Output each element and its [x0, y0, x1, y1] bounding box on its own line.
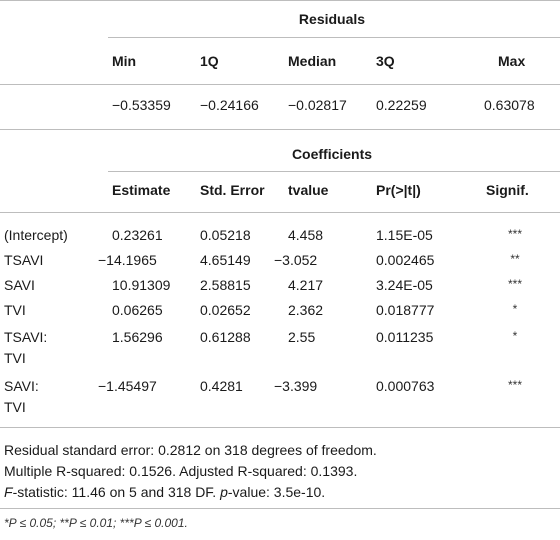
coef-row-p: 0.018777 [376, 302, 435, 318]
residual-value-1q: −0.24166 [200, 97, 259, 113]
footer-r-squared: Multiple R-squared: 0.1526. Adjusted R-s… [4, 463, 358, 479]
coef-row-tvalue: 4.217 [288, 277, 324, 293]
coef-row-estimate: 10.91309 [112, 277, 171, 293]
coef-row-term: TSAVI: [4, 329, 48, 345]
coef-row-signif: *** [507, 227, 522, 241]
residual-value-median: −0.02817 [288, 97, 347, 113]
coef-row-term-cont: TVI [4, 350, 26, 366]
f-statistic-text: -statistic: 11.46 on 5 and 318 DF. [12, 484, 221, 500]
coef-row-term: SAVI: [4, 378, 39, 394]
f-symbol: F [4, 484, 13, 500]
coef-row-std-error: 0.61288 [200, 329, 251, 345]
coef-row-signif: *** [507, 378, 522, 392]
p-value-text: -value: 3.5e-10. [227, 484, 326, 500]
residuals-header-1q: 1Q [200, 53, 219, 69]
residual-value-max: 0.63078 [484, 97, 535, 113]
coef-row-term-cont: TVI [4, 399, 26, 415]
coef-row-p: 1.15E-05 [376, 227, 433, 243]
coef-row-std-error: 0.05218 [200, 227, 251, 243]
coef-row-term: TSAVI [4, 252, 44, 268]
coef-row-estimate: −14.1965 [98, 252, 157, 268]
coef-row-signif: * [512, 329, 518, 343]
coef-row-term: (Intercept) [4, 227, 68, 243]
coef-row-term: SAVI [4, 277, 35, 293]
p-symbol: p [220, 484, 228, 500]
coef-header-pr: Pr(>|t|) [376, 182, 421, 198]
residuals-title-divider [108, 37, 560, 38]
significance-note-text: *P ≤ 0.05; **P ≤ 0.01; ***P ≤ 0.001. [4, 516, 188, 530]
coef-row-estimate: 0.06265 [112, 302, 163, 318]
coef-row-estimate: 0.23261 [112, 227, 163, 243]
residuals-title: Residuals [298, 11, 366, 27]
coef-row-signif: *** [507, 277, 522, 291]
residuals-header-divider [0, 84, 560, 85]
coef-row-std-error: 2.58815 [200, 277, 251, 293]
coef-header-std-error: Std. Error [200, 182, 265, 198]
coef-row-estimate: 1.56296 [112, 329, 163, 345]
coef-row-p: 0.011235 [376, 329, 434, 345]
coef-row-std-error: 4.65149 [200, 252, 251, 268]
coef-row-tvalue: 2.362 [288, 302, 324, 318]
coef-header-tvalue: tvalue [288, 182, 329, 198]
coef-row-signif: ** [510, 252, 520, 266]
coef-row-std-error: 0.4281 [200, 378, 243, 394]
coef-row-tvalue: 4.458 [288, 227, 324, 243]
coef-row-tvalue: −3.052 [274, 252, 318, 268]
coef-row-tvalue: 2.55 [288, 329, 316, 345]
coef-row-p: 0.000763 [376, 378, 435, 394]
residuals-header-min: Min [112, 53, 137, 69]
coefficients-title: Coefficients [291, 146, 373, 162]
coef-row-p: 3.24E-05 [376, 277, 433, 293]
table-body-bottom-border [0, 427, 560, 428]
coef-row-signif: * [512, 302, 518, 316]
table-top-border [0, 0, 560, 1]
residuals-header-max: Max [498, 53, 526, 69]
residuals-section-divider [0, 129, 560, 130]
coef-header-signif: Signif. [486, 182, 529, 198]
significance-note: *P ≤ 0.05; **P ≤ 0.01; ***P ≤ 0.001. [4, 513, 188, 533]
footer-f-statistic: F-statistic: 11.46 on 5 and 318 DF. p-va… [4, 482, 325, 502]
coefficients-title-divider [108, 171, 560, 172]
footer-residual-se: Residual standard error: 0.2812 on 318 d… [4, 442, 377, 458]
coef-row-std-error: 0.02652 [200, 302, 251, 318]
coef-header-estimate: Estimate [112, 182, 171, 198]
residual-value-min: −0.53359 [112, 97, 171, 113]
coef-row-estimate: −1.45497 [98, 378, 157, 394]
coef-row-tvalue: −3.399 [274, 378, 318, 394]
residual-value-3q: 0.22259 [376, 97, 427, 113]
residuals-header-median: Median [288, 53, 337, 69]
coefficients-header-divider [0, 212, 560, 213]
footer-divider [0, 508, 560, 509]
residuals-header-3q: 3Q [376, 53, 395, 69]
coef-row-term: TVI [4, 302, 26, 318]
coef-row-p: 0.002465 [376, 252, 435, 268]
